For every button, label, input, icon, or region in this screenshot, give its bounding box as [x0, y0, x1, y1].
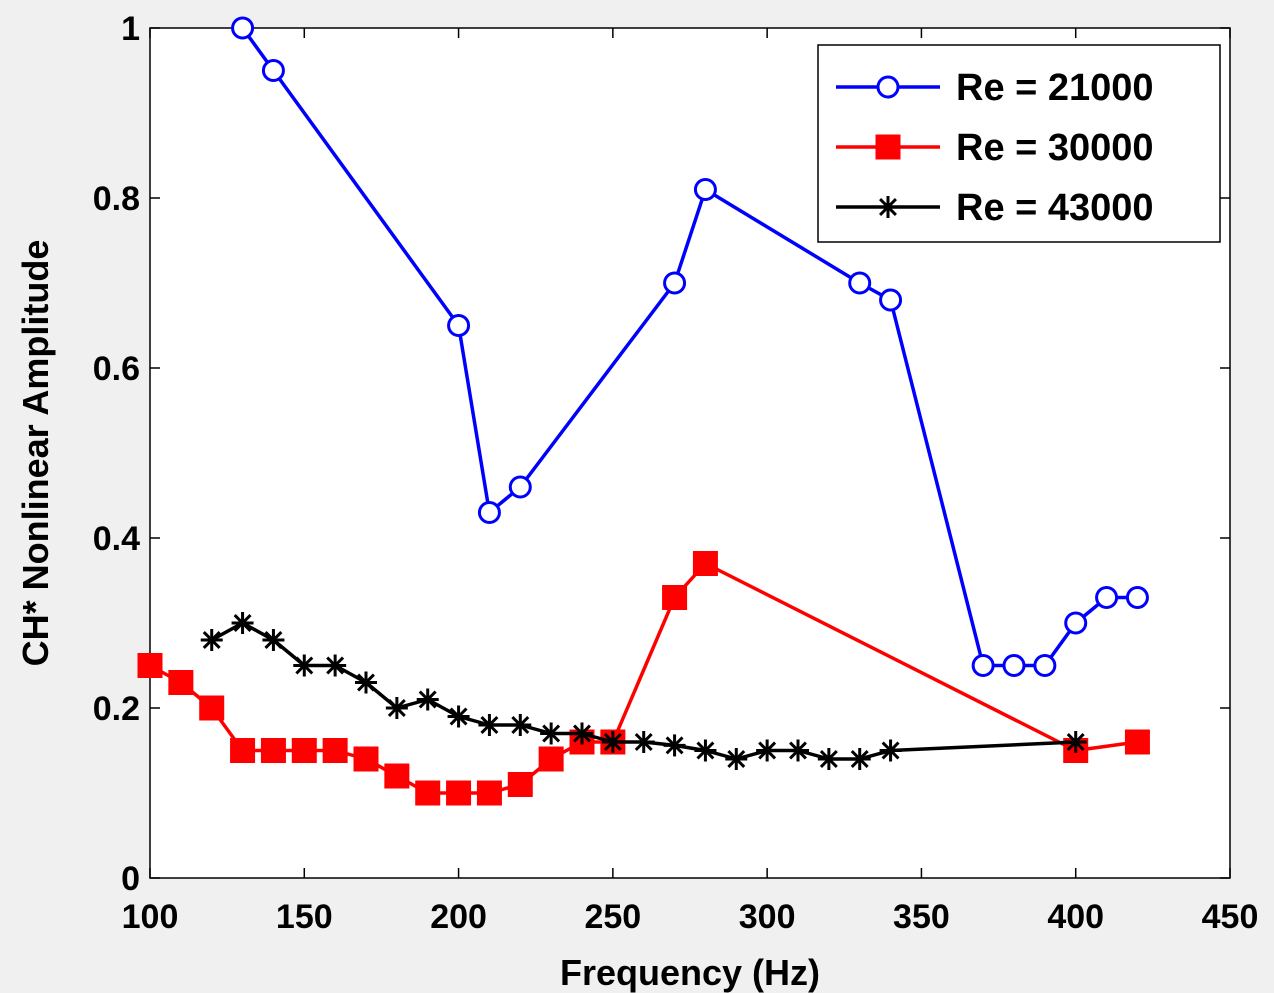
- data-point: [230, 738, 256, 763]
- legend-marker: [877, 196, 899, 218]
- series-2: [200, 612, 1087, 770]
- data-point: [324, 654, 347, 677]
- data-point: [353, 746, 379, 772]
- x-tick-label: 200: [430, 898, 487, 936]
- legend-label: Re = 30000: [956, 127, 1154, 169]
- data-point: [199, 695, 225, 721]
- legend-item: Re = 43000: [836, 187, 1154, 229]
- data-point: [477, 501, 501, 524]
- data-point: [1125, 586, 1149, 609]
- data-point: [262, 629, 285, 651]
- data-point: [291, 738, 317, 763]
- y-tick-label: 0.2: [93, 690, 140, 728]
- data-point: [692, 551, 718, 576]
- data-point: [509, 714, 532, 736]
- y-tick-label: 0.6: [93, 350, 140, 388]
- y-tick-label: 0.4: [93, 520, 140, 558]
- data-point: [415, 780, 441, 806]
- legend-label: Re = 21000: [956, 67, 1154, 109]
- data-point: [694, 739, 717, 762]
- legend-item: Re = 30000: [836, 127, 1154, 169]
- data-point: [540, 722, 563, 745]
- data-point: [571, 722, 593, 745]
- series-layer: [137, 16, 1150, 806]
- data-point: [447, 705, 470, 728]
- y-tick-label: 0.8: [93, 180, 140, 218]
- data-point: [632, 731, 655, 753]
- legend: Re = 21000 Re = 30000 Re = 43000: [817, 44, 1221, 243]
- data-point: [879, 288, 903, 312]
- x-tick-label: 450: [1202, 898, 1259, 936]
- x-tick-label: 100: [122, 898, 179, 936]
- data-point: [787, 739, 809, 762]
- data-point: [848, 271, 872, 295]
- data-point: [879, 739, 902, 762]
- x-tick-label: 400: [1047, 898, 1104, 936]
- tick-labels: 100 150 200 250 300 350 400 450 0 0.2 0.4 0.6 0.8 1: [93, 10, 1259, 936]
- data-point: [231, 16, 255, 40]
- data-point: [538, 746, 564, 772]
- x-tick-label: 250: [584, 898, 641, 936]
- legend-marker: [875, 134, 901, 160]
- data-point: [848, 748, 871, 770]
- y-tick-label: 0: [121, 860, 140, 898]
- data-point: [231, 612, 254, 634]
- data-point: [971, 654, 995, 677]
- legend-label: Re = 43000: [956, 187, 1154, 229]
- data-point: [416, 688, 439, 711]
- x-tick-label: 150: [276, 898, 333, 936]
- data-point: [663, 734, 686, 757]
- data-point: [1124, 729, 1150, 755]
- data-point: [725, 748, 748, 770]
- data-point: [663, 271, 687, 295]
- data-point: [601, 731, 624, 753]
- data-point: [1033, 654, 1057, 677]
- data-point: [355, 671, 377, 694]
- data-point: [293, 654, 316, 677]
- data-point: [137, 653, 163, 678]
- data-point: [385, 697, 408, 719]
- data-point: [1002, 654, 1026, 677]
- data-point: [322, 738, 348, 763]
- data-point: [1095, 586, 1119, 609]
- y-tick-label: 1: [121, 10, 140, 48]
- data-point: [200, 629, 223, 651]
- data-point: [261, 59, 285, 82]
- legend-marker: [876, 75, 900, 99]
- data-point: [1064, 731, 1087, 753]
- data-point: [446, 780, 472, 806]
- y-axis-label: CH* Nonlinear Amplitude: [15, 240, 56, 667]
- data-point: [662, 585, 688, 610]
- data-point: [693, 178, 717, 201]
- data-point: [476, 780, 502, 806]
- data-point: [817, 748, 840, 770]
- data-point: [447, 314, 471, 337]
- data-point: [507, 772, 533, 797]
- data-point: [384, 763, 410, 789]
- data-point: [478, 714, 501, 736]
- x-tick-label: 300: [739, 898, 796, 936]
- data-point: [1064, 611, 1088, 635]
- x-axis-label: Frequency (Hz): [560, 952, 820, 993]
- axis-ticks: [149, 27, 1231, 879]
- legend-item: Re = 21000: [836, 67, 1154, 109]
- data-point: [508, 475, 532, 499]
- series-0: [231, 16, 1149, 677]
- x-tick-label: 350: [893, 898, 950, 936]
- data-point: [756, 739, 779, 762]
- data-point: [168, 670, 194, 695]
- data-point: [260, 738, 286, 763]
